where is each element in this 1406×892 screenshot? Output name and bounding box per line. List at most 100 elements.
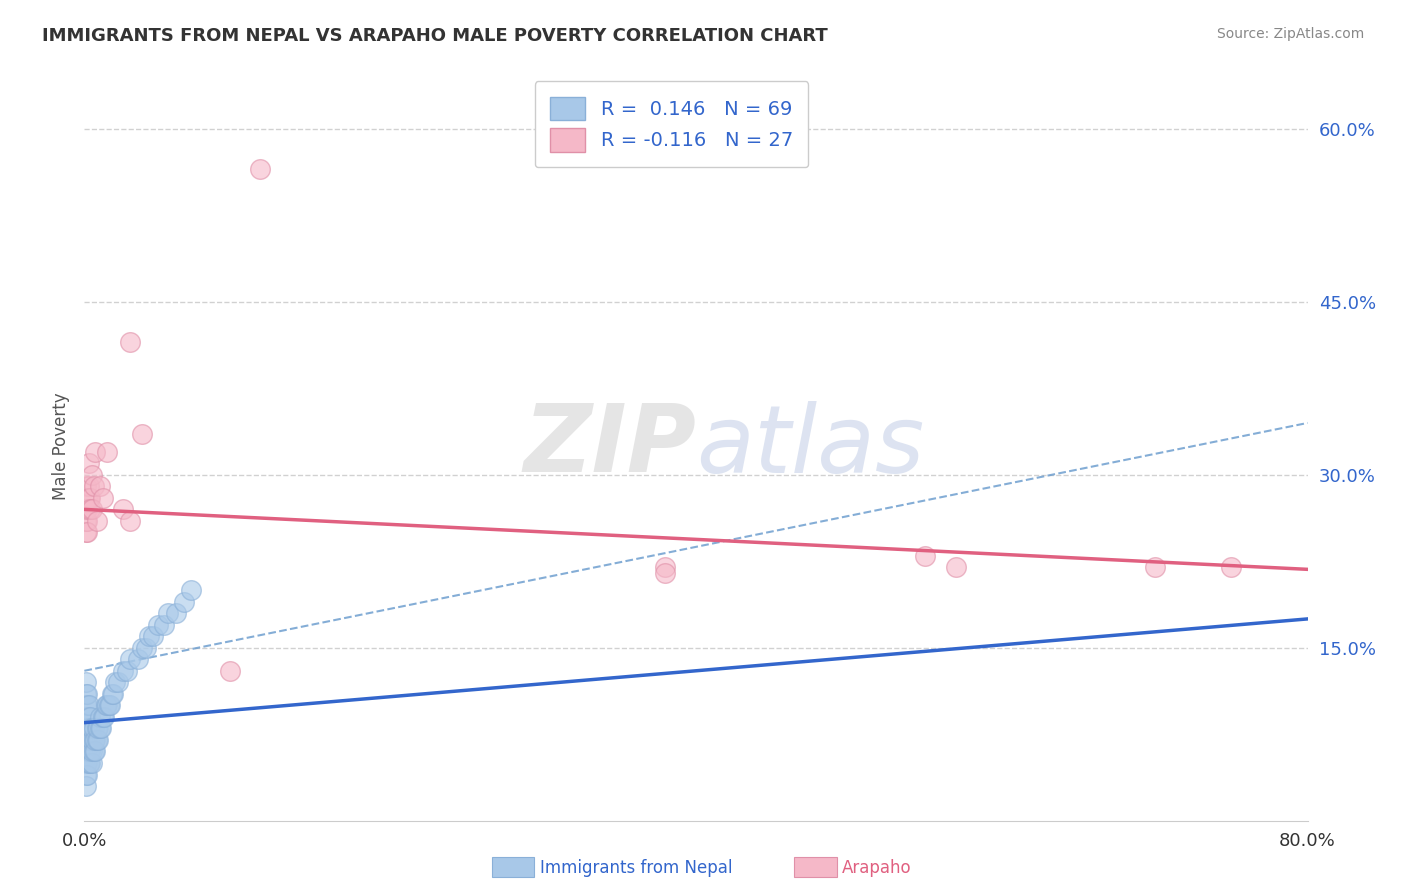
Point	[135, 640, 157, 655]
Point	[77, 733, 100, 747]
Point	[76, 525, 98, 540]
Point	[75, 698, 97, 713]
Point	[83, 479, 105, 493]
Point	[111, 664, 134, 678]
Point	[76, 514, 98, 528]
Point	[75, 756, 97, 770]
Point	[218, 664, 240, 678]
Point	[75, 514, 97, 528]
Point	[83, 733, 105, 747]
Point	[945, 560, 967, 574]
Text: Immigrants from Nepal: Immigrants from Nepal	[540, 859, 733, 877]
Point	[104, 675, 127, 690]
Point	[77, 710, 100, 724]
Point	[76, 491, 98, 505]
Point	[75, 687, 97, 701]
Point	[77, 491, 100, 505]
Point	[86, 722, 108, 736]
Point	[76, 744, 98, 758]
Point	[77, 479, 100, 493]
Point	[96, 444, 118, 458]
Point	[1143, 560, 1166, 574]
Point	[120, 514, 142, 528]
Point	[86, 514, 108, 528]
Point	[75, 525, 97, 540]
Point	[84, 744, 107, 758]
Point	[79, 502, 101, 516]
Point	[84, 733, 107, 747]
Point	[76, 698, 98, 713]
Point	[654, 560, 676, 574]
Point	[80, 722, 103, 736]
Point	[131, 427, 153, 442]
Point	[75, 710, 97, 724]
Point	[1220, 560, 1243, 574]
Point	[79, 710, 101, 724]
Point	[75, 502, 97, 516]
Point	[173, 594, 195, 608]
Point	[89, 722, 111, 736]
Point	[79, 722, 101, 736]
Point	[138, 629, 160, 643]
Point	[77, 456, 100, 470]
Y-axis label: Male Poverty: Male Poverty	[52, 392, 70, 500]
Point	[101, 687, 124, 701]
Point	[77, 722, 100, 736]
Point	[91, 710, 114, 724]
Point	[75, 744, 97, 758]
Point	[87, 722, 110, 736]
Point	[76, 756, 98, 770]
Point	[84, 444, 107, 458]
Point	[249, 162, 271, 177]
Point	[79, 733, 101, 747]
Point	[89, 479, 111, 493]
Point	[77, 698, 100, 713]
Point	[165, 606, 187, 620]
Text: Source: ZipAtlas.com: Source: ZipAtlas.com	[1216, 27, 1364, 41]
Point	[131, 640, 153, 655]
Point	[75, 733, 97, 747]
Point	[94, 698, 117, 713]
Point	[76, 733, 98, 747]
Point	[146, 617, 169, 632]
Point	[87, 733, 110, 747]
Point	[120, 335, 142, 350]
Text: ZIP: ZIP	[523, 400, 696, 492]
Point	[75, 779, 97, 793]
Point	[79, 491, 101, 505]
Point	[91, 491, 114, 505]
Point	[157, 606, 180, 620]
Point	[654, 566, 676, 580]
Point	[80, 756, 103, 770]
Point	[180, 583, 202, 598]
Point	[79, 756, 101, 770]
Point	[142, 629, 165, 643]
Point	[80, 467, 103, 482]
Point	[76, 710, 98, 724]
Point	[107, 675, 129, 690]
Point	[76, 687, 98, 701]
Point	[80, 502, 103, 516]
Legend: R =  0.146   N = 69, R = -0.116   N = 27: R = 0.146 N = 69, R = -0.116 N = 27	[534, 81, 808, 168]
Point	[77, 756, 100, 770]
Point	[76, 722, 98, 736]
Point	[96, 698, 118, 713]
Point	[75, 675, 97, 690]
Point	[93, 710, 115, 724]
Point	[80, 744, 103, 758]
Point	[80, 733, 103, 747]
Point	[75, 722, 97, 736]
Point	[83, 744, 105, 758]
Point	[75, 479, 97, 493]
Point	[115, 664, 138, 678]
Point	[153, 617, 176, 632]
Point	[120, 652, 142, 666]
Point	[111, 502, 134, 516]
Point	[86, 733, 108, 747]
Point	[83, 722, 105, 736]
Point	[76, 767, 98, 781]
Point	[76, 502, 98, 516]
Point	[90, 722, 112, 736]
Point	[79, 744, 101, 758]
Text: IMMIGRANTS FROM NEPAL VS ARAPAHO MALE POVERTY CORRELATION CHART: IMMIGRANTS FROM NEPAL VS ARAPAHO MALE PO…	[42, 27, 828, 45]
